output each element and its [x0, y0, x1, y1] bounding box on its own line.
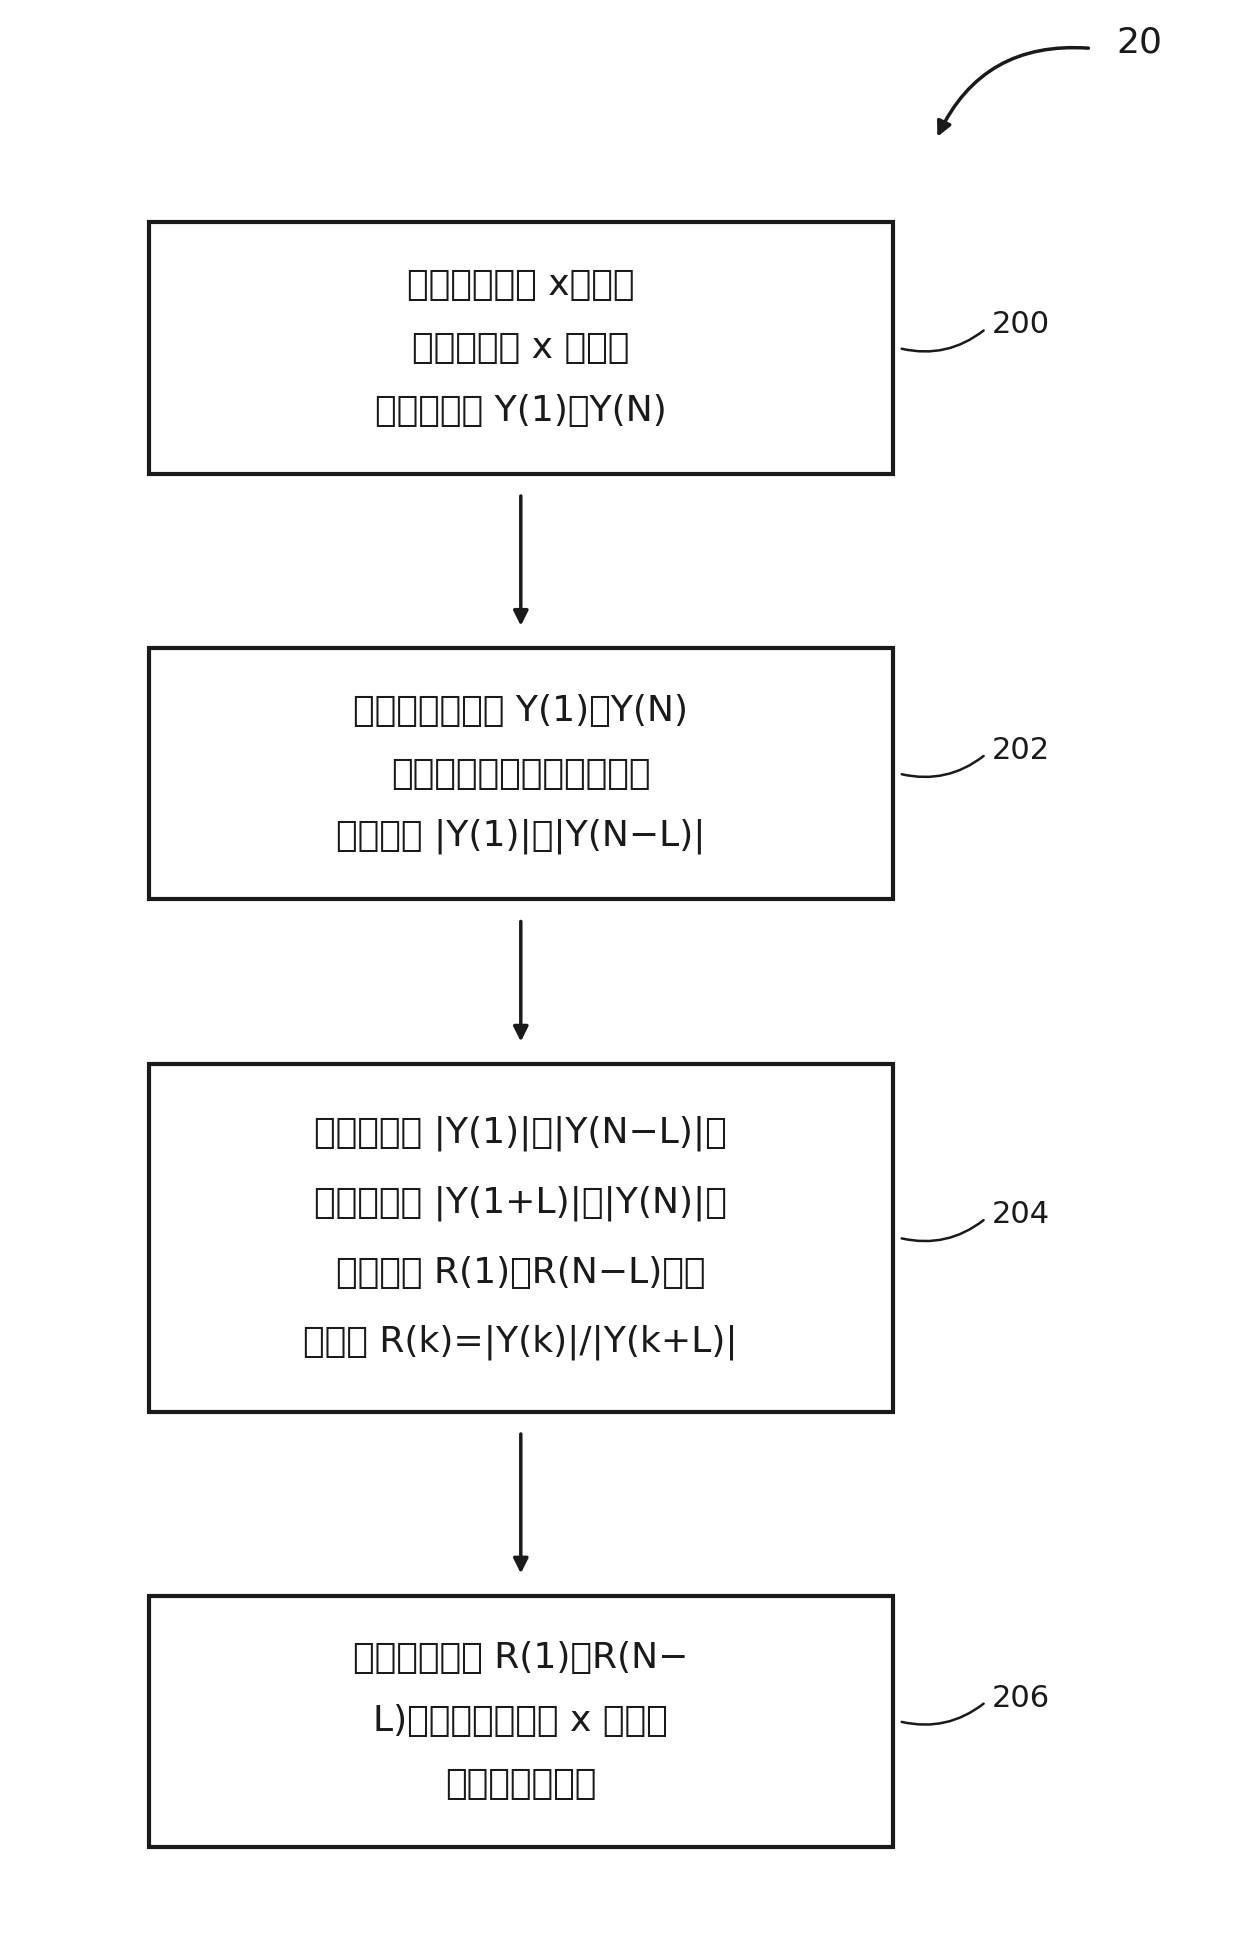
Text: 具有一凹口频带: 具有一凹口频带: [445, 1768, 596, 1801]
Text: 204: 204: [992, 1201, 1050, 1228]
Text: 202: 202: [992, 737, 1050, 764]
Text: 对多个频域信号 Y(1)～Y(N): 对多个频域信号 Y(1)～Y(N): [353, 694, 688, 727]
FancyBboxPatch shape: [149, 1064, 893, 1412]
FancyBboxPatch shape: [149, 648, 893, 899]
FancyBboxPatch shape: [149, 1596, 893, 1847]
Text: 据接收信号 x 产生多: 据接收信号 x 产生多: [412, 331, 630, 366]
Text: 中比値 R(k)=|Y(k)|/|Y(k+L)|: 中比値 R(k)=|Y(k)|/|Y(k+L)|: [304, 1325, 738, 1360]
Text: 个幅度値 |Y(1)|～|Y(N−L)|: 个幅度値 |Y(1)|～|Y(N−L)|: [336, 818, 706, 855]
Text: 个频域信号 Y(1)～Y(N): 个频域信号 Y(1)～Y(N): [374, 395, 667, 427]
Text: 200: 200: [992, 311, 1050, 338]
Text: 取得幅度値 |Y(1)|～|Y(N−L)|相: 取得幅度値 |Y(1)|～|Y(N−L)|相: [315, 1116, 727, 1151]
Text: L)，判断接收信号 x 中是否: L)，判断接收信号 x 中是否: [373, 1704, 668, 1739]
Text: 多个比値 R(1)～R(N−L)，其: 多个比値 R(1)～R(N−L)，其: [336, 1255, 706, 1290]
Text: 根据多个比値 R(1)～R(N−: 根据多个比値 R(1)～R(N−: [353, 1642, 688, 1675]
Text: 接收接收信号 x，并根: 接收接收信号 x，并根: [407, 269, 635, 302]
Text: 20: 20: [1116, 25, 1162, 60]
FancyBboxPatch shape: [149, 222, 893, 474]
Text: 对于幅度値 |Y(1+L)|～|Y(N)|的: 对于幅度値 |Y(1+L)|～|Y(N)|的: [315, 1186, 727, 1220]
Text: 进行取幅度运算，以取得多: 进行取幅度运算，以取得多: [391, 756, 651, 791]
Text: 206: 206: [992, 1685, 1050, 1712]
